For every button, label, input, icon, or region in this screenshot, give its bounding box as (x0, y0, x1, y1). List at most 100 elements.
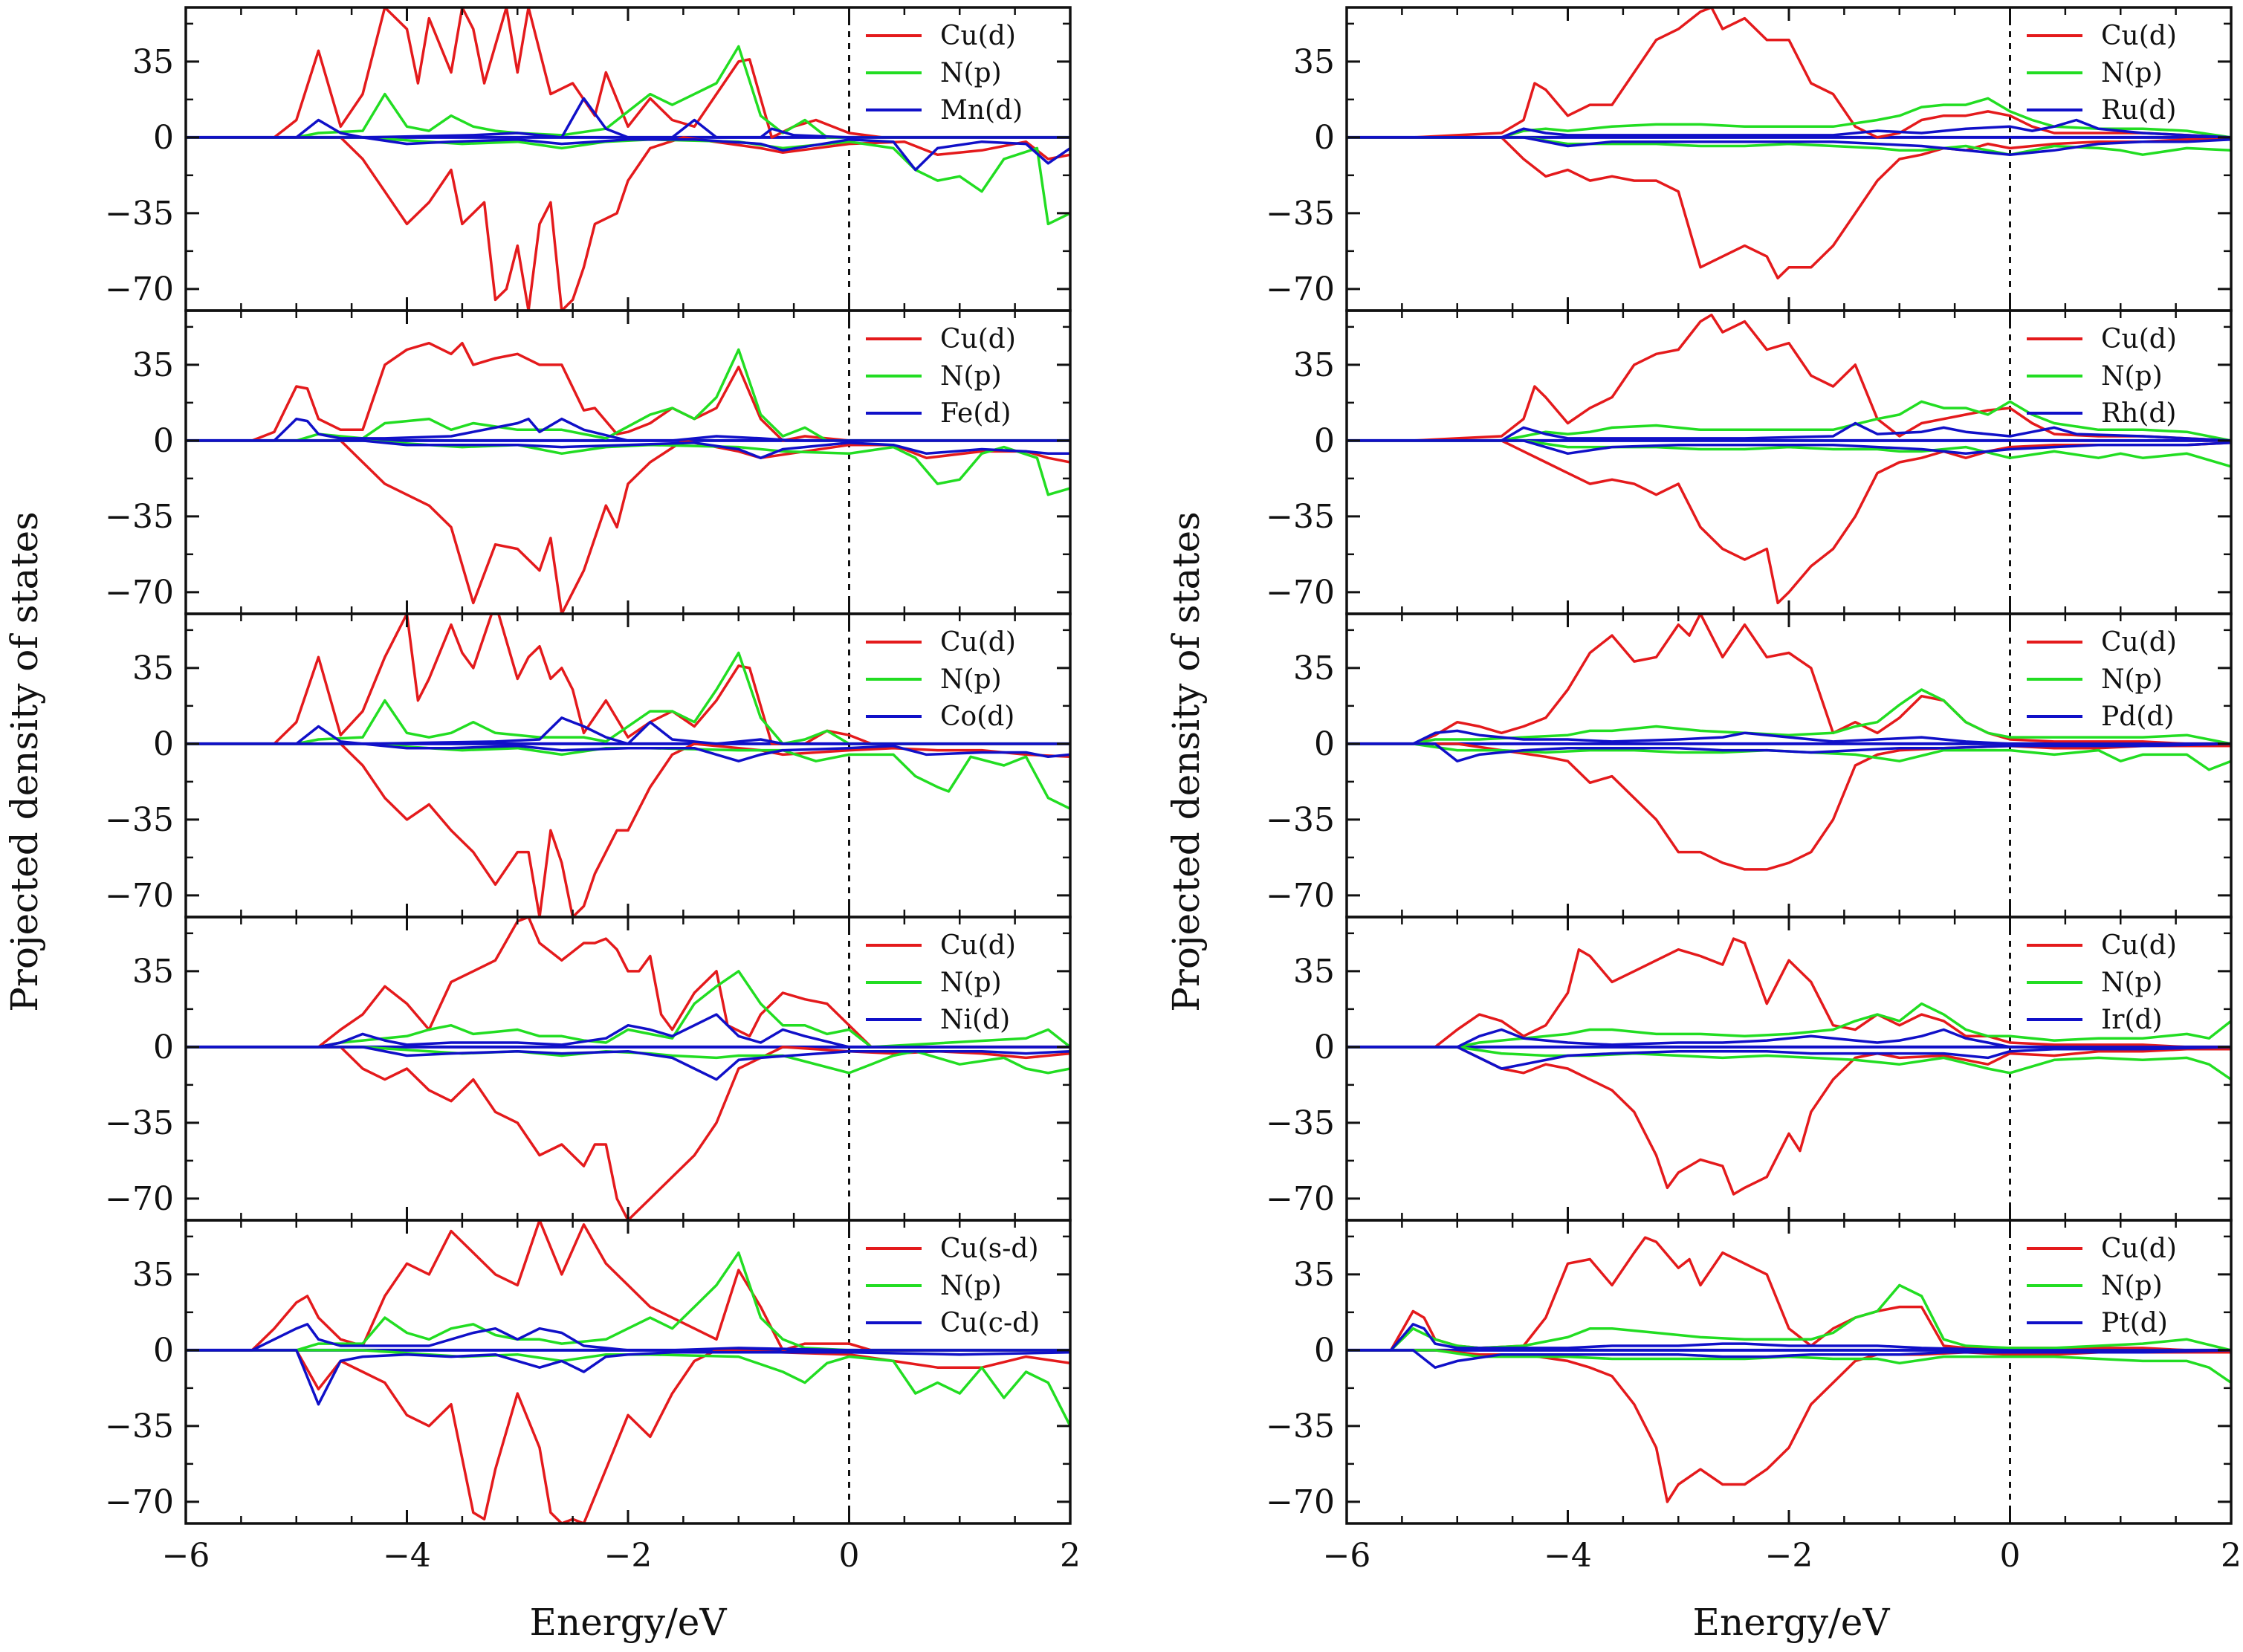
series-line-up (186, 417, 1070, 442)
series-line-up (1347, 421, 2231, 442)
series-line-down (1347, 1046, 2231, 1081)
series-line-down (186, 1349, 1070, 1406)
x-tick-label: −2 (604, 1537, 653, 1575)
legend-label: Mn(d) (940, 95, 1023, 126)
y-tick-label: −35 (105, 498, 174, 536)
legend-label: N(p) (2101, 968, 2163, 998)
legend-label: Cu(c-d) (940, 1308, 1040, 1338)
series-line-down (186, 136, 1070, 172)
series-line-down (1347, 1349, 2231, 1384)
series-line-down (1347, 742, 2231, 762)
legend-label: N(p) (940, 968, 1002, 998)
legend-label: Cu(d) (940, 324, 1016, 354)
series-line-up (1347, 688, 2231, 745)
y-tick-label: 35 (1293, 953, 1335, 991)
panel-frame (184, 916, 1072, 1222)
y-tick-label: 35 (1293, 346, 1335, 384)
series-line-down (1347, 742, 2231, 871)
panel-frame (1345, 309, 2233, 615)
legend-label: Cu(d) (940, 627, 1016, 658)
series-line-down (1347, 1349, 2231, 1503)
legend-label: N(p) (2101, 1271, 2163, 1301)
y-tick-label: 35 (1293, 1256, 1335, 1294)
legend-label: N(p) (940, 664, 1002, 695)
legend-label: Cu(d) (2101, 324, 2177, 354)
pdos-panel: 35 0 −35 −70 Cu(d) N(p) Ru(d) (1266, 6, 2233, 312)
series-line-up (186, 1220, 1070, 1352)
y-tick-label: 0 (153, 1332, 174, 1370)
series-line-down (186, 1349, 1070, 1427)
y-tick-label: −70 (105, 574, 174, 612)
legend-label: Cu(d) (940, 21, 1016, 51)
pdos-panel: 35 0 −35 −70 Cu(d) N(p) Ir(d) (1266, 916, 2233, 1222)
series-line-up (1347, 729, 2231, 745)
series-line-up (186, 1013, 1070, 1049)
x-axis-label-left: Energy/eV (530, 1601, 728, 1644)
series-line-down (1347, 742, 2231, 771)
y-tick-label: 35 (132, 953, 174, 991)
series-line-down (186, 742, 1070, 810)
legend-label: Cu(d) (2101, 930, 2177, 961)
pdos-panel: 35 0 −35 −70 Cu(d) N(p) Mn(d) (105, 6, 1072, 312)
y-tick-label: −35 (105, 801, 174, 839)
series-line-up (186, 716, 1070, 745)
panel-frame (1345, 1219, 2233, 1525)
series-line-up (1347, 1323, 2231, 1352)
x-tick-label: −6 (1323, 1537, 1371, 1575)
series-line-up (1347, 614, 2231, 745)
y-tick-label: 0 (1314, 1029, 1335, 1066)
y-tick-label: 35 (1293, 43, 1335, 81)
y-tick-label: 0 (153, 725, 174, 763)
legend-label: Cu(d) (2101, 627, 2177, 658)
x-axis-label-right: Energy/eV (1693, 1601, 1891, 1644)
y-tick-label: 35 (132, 346, 174, 384)
x-tick-label: −2 (1765, 1537, 1813, 1575)
legend: Cu(d) N(p) Ru(d) (2027, 21, 2177, 126)
series-line-down (186, 1349, 1070, 1523)
pdos-panel: 35 0 −35 −70 −6 −4 −2 0 2 Cu(d) N(p) Pt(d) (1266, 1219, 2242, 1575)
y-tick-label: −70 (1266, 877, 1335, 915)
y-tick-label: 35 (132, 650, 174, 687)
y-tick-label: −35 (105, 1104, 174, 1142)
y-axis-label-right: Projected density of states (1165, 511, 1208, 1011)
series-line-down (1347, 1046, 2231, 1070)
legend: Cu(d) N(p) Mn(d) (866, 21, 1023, 126)
series-line-up (1347, 314, 2231, 442)
legend-label: Rh(d) (2101, 398, 2176, 429)
series-line-up (1347, 400, 2231, 442)
y-tick-label: 35 (1293, 650, 1335, 687)
series-line-down (186, 439, 1070, 614)
pdos-panel: 35 0 −35 −70 Cu(d) N(p) Fe(d) (105, 309, 1072, 615)
series-line-up (186, 45, 1070, 139)
y-tick-label: 35 (132, 43, 174, 81)
legend-label: N(p) (2101, 58, 2163, 88)
legend-label: Cu(d) (2101, 1234, 2177, 1264)
legend-label: N(p) (2101, 664, 2163, 695)
pdos-panel: 35 0 −35 −70 Cu(d) N(p) Co(d) (105, 612, 1072, 919)
legend-label: Ru(d) (2101, 95, 2176, 126)
y-tick-label: −35 (1266, 1408, 1335, 1445)
y-tick-label: 0 (153, 1029, 174, 1066)
legend: Cu(s-d) N(p) Cu(c-d) (866, 1234, 1040, 1338)
series-line-down (186, 1046, 1070, 1081)
series-line-up (186, 1251, 1070, 1352)
legend: Cu(d) N(p) Co(d) (866, 627, 1016, 732)
y-tick-label: −70 (105, 271, 174, 308)
series-line-down (186, 742, 1070, 762)
panel-frame (1345, 6, 2233, 312)
series-line-up (1347, 7, 2231, 139)
pdos-panel: 35 0 −35 −70 Cu(d) N(p) Pd(d) (1266, 612, 2233, 919)
panel-frame (1345, 612, 2233, 919)
x-tick-label: −4 (1544, 1537, 1592, 1575)
pdos-panel: 35 0 −35 −70 Cu(d) N(p) Ni(d) (105, 916, 1072, 1222)
x-tick-label: 2 (2221, 1537, 2242, 1575)
legend-label: Pt(d) (2101, 1308, 2168, 1338)
y-tick-label: 0 (1314, 119, 1335, 157)
series-line-up (1347, 1028, 2231, 1049)
y-tick-label: 0 (1314, 1332, 1335, 1370)
series-line-down (186, 136, 1070, 226)
x-tick-label: 2 (1060, 1537, 1081, 1575)
series-line-up (186, 341, 1070, 442)
